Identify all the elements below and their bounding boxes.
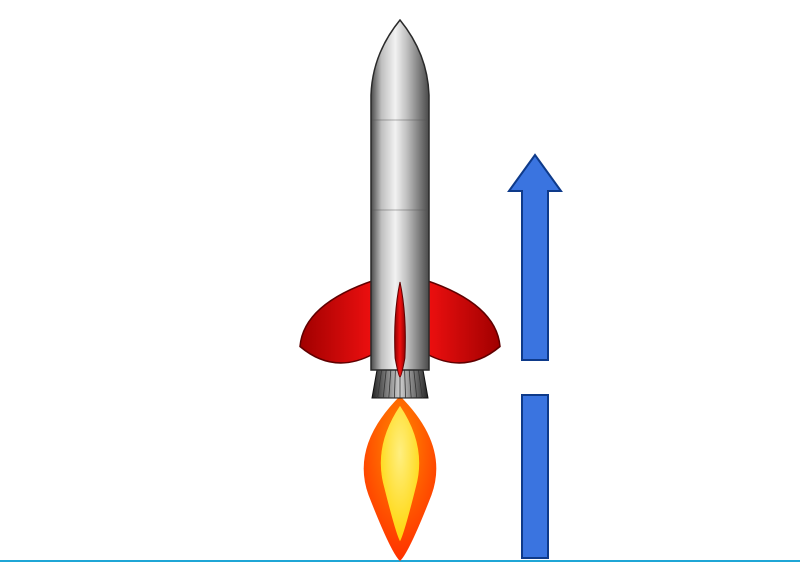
thrust-arrow-up (509, 155, 561, 360)
exhaust-flame (364, 396, 437, 561)
diagram-stage (0, 0, 800, 571)
exhaust-arrow-down (522, 395, 548, 558)
rocket-diagram-svg (0, 0, 800, 571)
